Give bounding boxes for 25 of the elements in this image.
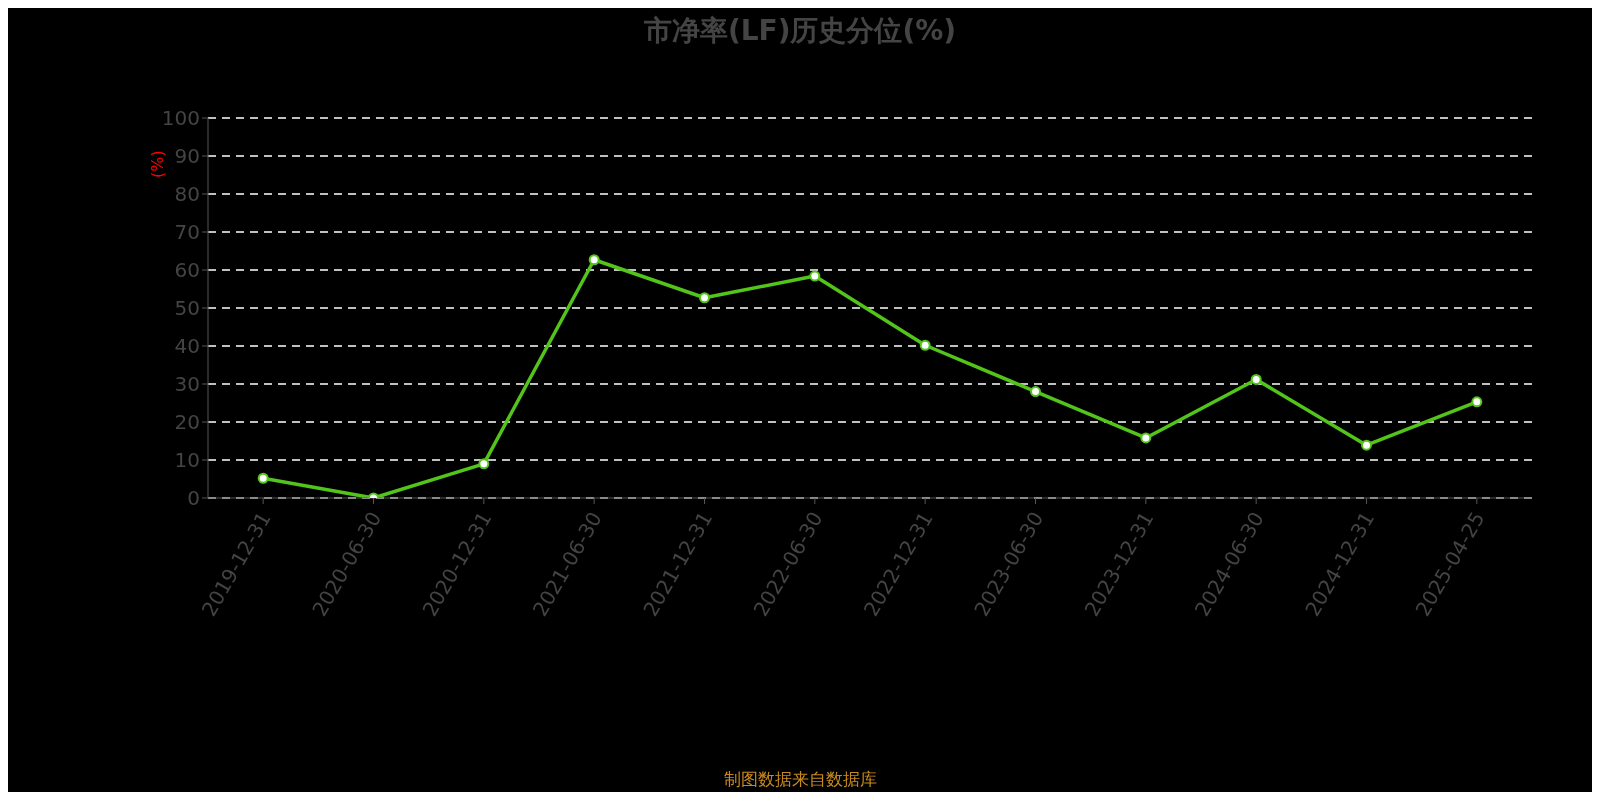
chart-title: 市净率(LF)历史分位(%): [642, 13, 958, 49]
point: [1361, 439, 1372, 451]
point: [1140, 432, 1152, 444]
text: 制图数据来自数据库: [722, 768, 878, 791]
y-tick-label: 90: [174, 144, 200, 169]
point: [919, 339, 931, 351]
y-tick-label: 40: [174, 334, 200, 359]
y-tick-label: 70: [174, 220, 200, 245]
point: [1250, 373, 1262, 385]
point: [478, 458, 490, 470]
y-tick-label: 50: [174, 296, 200, 321]
point: [1471, 396, 1483, 408]
point: [1030, 386, 1041, 398]
y-tick-label: 100: [161, 106, 200, 131]
y-tick-label: 30: [174, 372, 200, 397]
y-tick-label: 60: [174, 258, 200, 283]
point: [809, 270, 821, 282]
point: [257, 472, 269, 484]
point: [699, 292, 710, 304]
y-tick-label: 10: [174, 448, 200, 473]
y-axis-title: (%): [148, 150, 167, 178]
y-tick-label: 80: [174, 182, 200, 207]
point: [588, 254, 600, 266]
y-tick-label: 20: [174, 410, 200, 435]
y-tick-label: 0: [187, 486, 200, 511]
